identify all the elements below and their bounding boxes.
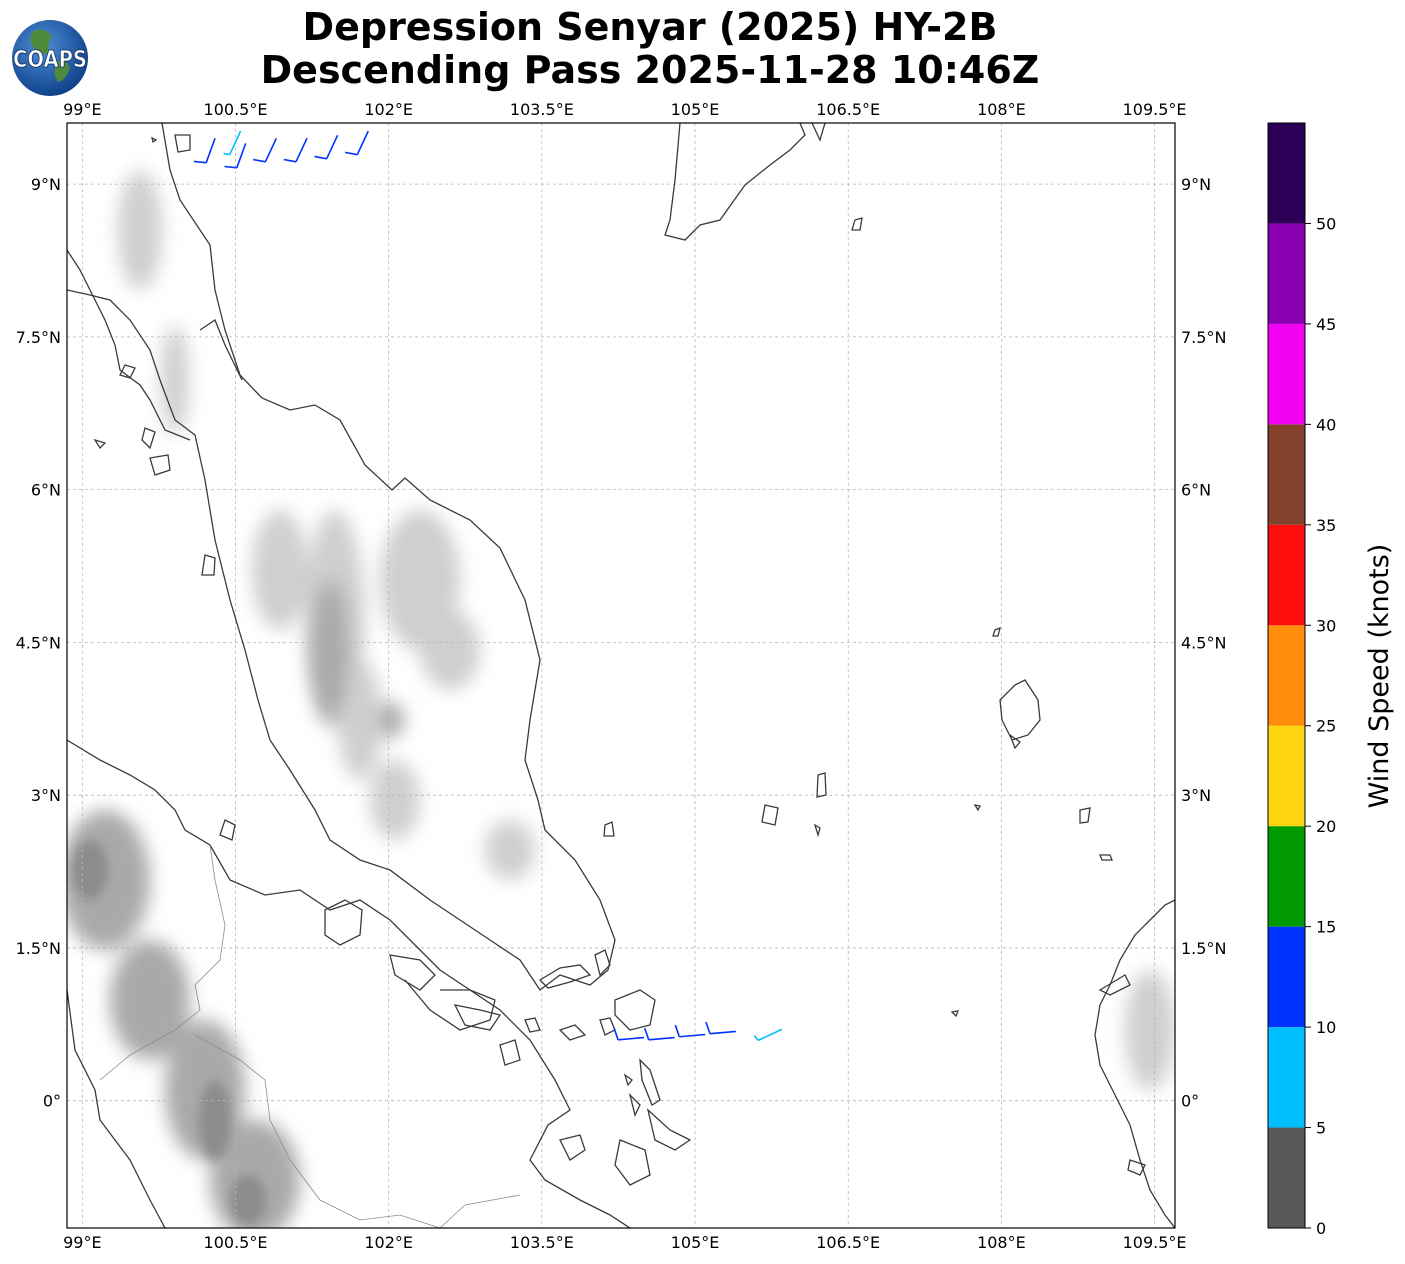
wind-barb-0 [193, 138, 216, 164]
lon-label-top: 102°E [364, 100, 413, 119]
colorbar-bin-50-55 [1268, 123, 1305, 224]
lat-label-left: 3°N [31, 786, 61, 805]
lon-label-bottom: 99°E [63, 1233, 101, 1252]
colorbar-bin-40-45 [1268, 323, 1305, 425]
colorbar-tick-label: 0 [1316, 1219, 1326, 1238]
lat-label-left: 4.5°N [16, 633, 61, 652]
lon-label-top: 103.5°E [510, 100, 574, 119]
lon-label-bottom: 100.5°E [204, 1233, 268, 1252]
colorbar-tick-label: 45 [1316, 315, 1336, 334]
wind-barb-5 [314, 134, 339, 160]
colorbar-bin-15-20 [1268, 826, 1305, 927]
lon-label-bottom: 102°E [364, 1233, 413, 1252]
latitude-labels-left: 9°N 7.5°N 6°N 4.5°N 3°N 1.5°N 0° [16, 175, 61, 1111]
wind-barb-8 [643, 1027, 675, 1041]
lon-label-bottom: 105°E [671, 1233, 720, 1252]
colorbar-tick-label: 25 [1316, 717, 1336, 736]
colorbar-tick-label: 40 [1316, 415, 1336, 434]
lon-label-top: 109.5°E [1123, 100, 1187, 119]
lat-label-right: 6°N [1181, 481, 1211, 500]
title-line-1: Depression Senyar (2025) HY-2B [302, 5, 998, 49]
terrain-shading [67, 170, 1175, 1228]
lat-label-right: 4.5°N [1181, 633, 1226, 652]
longitude-labels-top: 99°E 100.5°E 102°E 103.5°E 105°E 106.5°E 108°E… [63, 100, 1186, 119]
wind-barb-2 [224, 143, 247, 169]
lon-label-bottom: 108°E [977, 1233, 1026, 1252]
map-gridlines [67, 123, 1175, 1228]
colorbar-bin-45-50 [1268, 223, 1305, 324]
colorbar-tick-label: 30 [1316, 616, 1336, 635]
colorbar-tick-label: 15 [1316, 918, 1336, 937]
wind-barb-3 [253, 137, 278, 163]
lon-label-bottom: 103.5°E [510, 1233, 574, 1252]
colorbar-tick-label: 35 [1316, 516, 1336, 535]
longitude-labels-bottom: 99°E 100.5°E 102°E 103.5°E 105°E 106.5°E 108°E… [63, 1233, 1186, 1252]
lon-label-bottom: 109.5°E [1123, 1233, 1187, 1252]
lat-label-right: 0° [1181, 1092, 1199, 1111]
lat-label-right: 1.5°N [1181, 939, 1226, 958]
coaps-logo-text: COAPS [13, 47, 87, 73]
lon-label-top: 106.5°E [816, 100, 880, 119]
coaps-logo: COAPS [12, 20, 88, 96]
wind-barb-1 [223, 130, 242, 156]
lon-label-top: 108°E [977, 100, 1026, 119]
colorbar-bin-10-15 [1268, 926, 1305, 1028]
wind-barb-4 [283, 137, 308, 163]
colorbar-bin-20-25 [1268, 725, 1305, 827]
colorbar-frame [1267, 122, 1306, 1229]
colorbar-tick-label: 50 [1316, 214, 1336, 233]
lon-label-bottom: 106.5°E [816, 1233, 880, 1252]
lat-label-left: 7.5°N [16, 328, 61, 347]
lat-label-left: 1.5°N [16, 939, 61, 958]
lat-label-right: 3°N [1181, 786, 1211, 805]
colorbar-bin-0-5 [1268, 1127, 1305, 1228]
lon-label-top: 105°E [671, 100, 720, 119]
lon-label-top: 100.5°E [204, 100, 268, 119]
lat-label-left: 9°N [31, 175, 61, 194]
colorbar-tick-label: 5 [1316, 1119, 1326, 1138]
colorbar-bin-35-40 [1268, 424, 1305, 525]
lon-label-top: 99°E [63, 100, 101, 119]
wind-barb-9 [674, 1024, 706, 1038]
colorbar-bin-30-35 [1268, 524, 1305, 626]
colorbar-tick-label: 10 [1316, 1018, 1336, 1037]
wind-barbs [193, 130, 783, 1042]
lat-label-left: 6°N [31, 481, 61, 500]
map-plot-area [67, 123, 1175, 1228]
wind-barb-10 [705, 1021, 736, 1035]
province-boundaries [99, 844, 521, 1228]
title-line-2: Descending Pass 2025-11-28 10:46Z [260, 48, 1040, 92]
wind-speed-colorbar: 0 5 10 15 20 25 30 35 40 45 50 [1267, 122, 1336, 1238]
colorbar-label: Wind Speed (knots) [1364, 544, 1395, 809]
colorbar-bin-5-10 [1268, 1027, 1305, 1128]
wind-barb-6 [344, 130, 369, 156]
wind-barb-7 [613, 1027, 645, 1041]
colorbar-bin-25-30 [1268, 625, 1305, 726]
wind-barb-11 [753, 1028, 783, 1042]
lat-label-right: 7.5°N [1181, 328, 1226, 347]
map-frame [66, 122, 1176, 1229]
colorbar-tick-label: 20 [1316, 817, 1336, 836]
lat-label-right: 9°N [1181, 175, 1211, 194]
latitude-labels-right: 9°N 7.5°N 6°N 4.5°N 3°N 1.5°N 0° [1181, 175, 1226, 1111]
lat-label-left: 0° [43, 1092, 61, 1111]
